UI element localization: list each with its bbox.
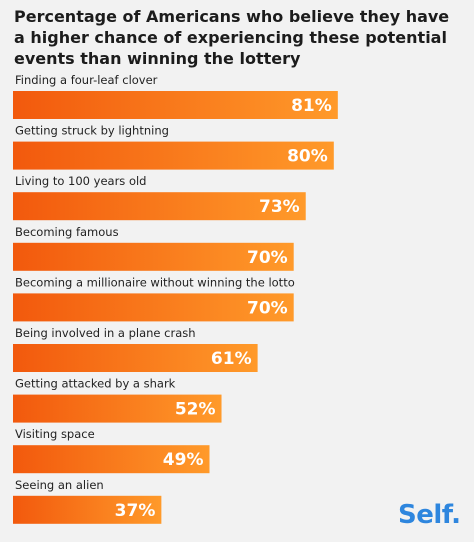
chart-title: Percentage of Americans who believe they… xyxy=(14,7,450,68)
bar xyxy=(13,192,306,221)
category-label: Being involved in a plane crash xyxy=(15,326,196,340)
category-label: Seeing an alien xyxy=(15,478,104,492)
value-label: 81% xyxy=(291,96,332,116)
value-label: 49% xyxy=(163,450,204,470)
bar xyxy=(13,445,210,474)
bar xyxy=(13,495,162,524)
bar xyxy=(13,242,294,271)
self-logo: Self. xyxy=(398,500,461,530)
bar xyxy=(13,394,222,423)
category-label: Getting struck by lightning xyxy=(15,124,169,138)
bar xyxy=(13,293,294,322)
category-label: Finding a four-leaf clover xyxy=(15,73,158,87)
category-label: Getting attacked by a shark xyxy=(15,377,176,391)
value-label: 70% xyxy=(247,248,288,268)
bar xyxy=(13,141,334,170)
value-label: 37% xyxy=(115,501,156,521)
bar xyxy=(13,91,338,119)
bars-group: Finding a four-leaf clover 81% Getting str… xyxy=(13,73,338,524)
bar xyxy=(13,344,258,372)
category-label: Visiting space xyxy=(15,427,95,441)
value-label: 80% xyxy=(287,147,328,167)
value-label: 52% xyxy=(175,400,216,420)
category-label: Becoming a millionaire without winning t… xyxy=(15,275,295,289)
value-label: 70% xyxy=(247,298,288,318)
category-label: Becoming famous xyxy=(15,225,119,239)
value-label: 73% xyxy=(259,197,300,217)
value-label: 61% xyxy=(211,349,252,369)
category-label: Living to 100 years old xyxy=(15,174,147,188)
